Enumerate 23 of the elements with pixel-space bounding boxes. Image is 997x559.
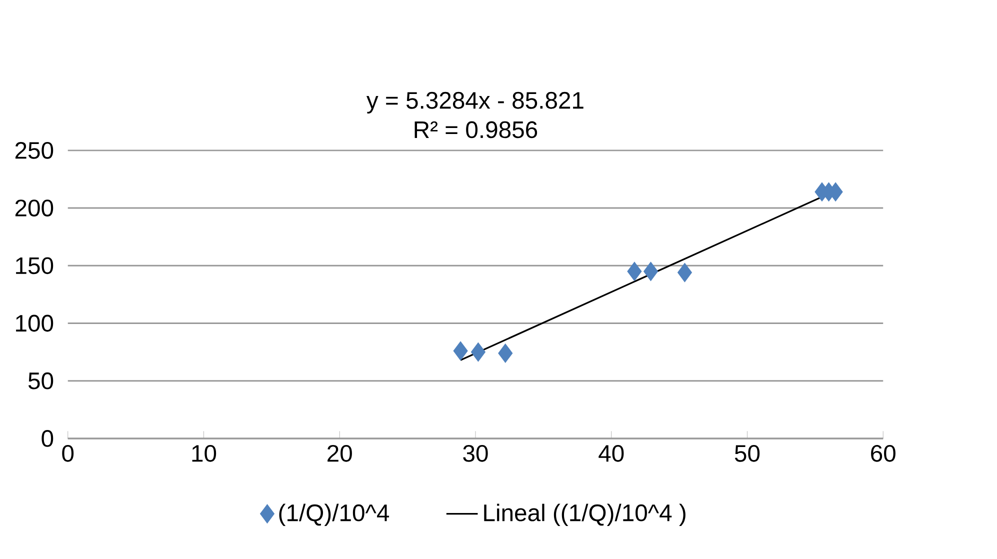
- x-tick-label: 30: [463, 445, 488, 462]
- x-tick-label: 50: [734, 445, 760, 462]
- y-tick-label: 150: [16, 257, 54, 274]
- x-tick-label: 60: [871, 445, 896, 462]
- y-tick-label: 100: [16, 315, 54, 332]
- point: [677, 263, 692, 282]
- y-tick-label: 250: [15, 142, 54, 160]
- point: [498, 344, 513, 363]
- x-tick-label: 40: [598, 445, 624, 462]
- x-tick-label: 0: [62, 445, 74, 462]
- y-tick-label: 200: [15, 200, 54, 217]
- text: y = 5.3284x - 85.821: [366, 92, 584, 114]
- x-tick-label: 10: [192, 445, 216, 462]
- legend-label: (1/Q)/10^4: [279, 504, 390, 526]
- point: [470, 342, 486, 362]
- point: [627, 262, 642, 282]
- x-tick-label: 20: [328, 445, 352, 462]
- legend-label: Lineal ((1/Q)/10^4 ): [484, 504, 686, 526]
- text: R² = 0.9856: [414, 122, 538, 138]
- y-tick-label: 50: [28, 372, 54, 390]
- point: [453, 342, 468, 361]
- y-tick-label: 0: [42, 430, 54, 448]
- point: [644, 262, 658, 282]
